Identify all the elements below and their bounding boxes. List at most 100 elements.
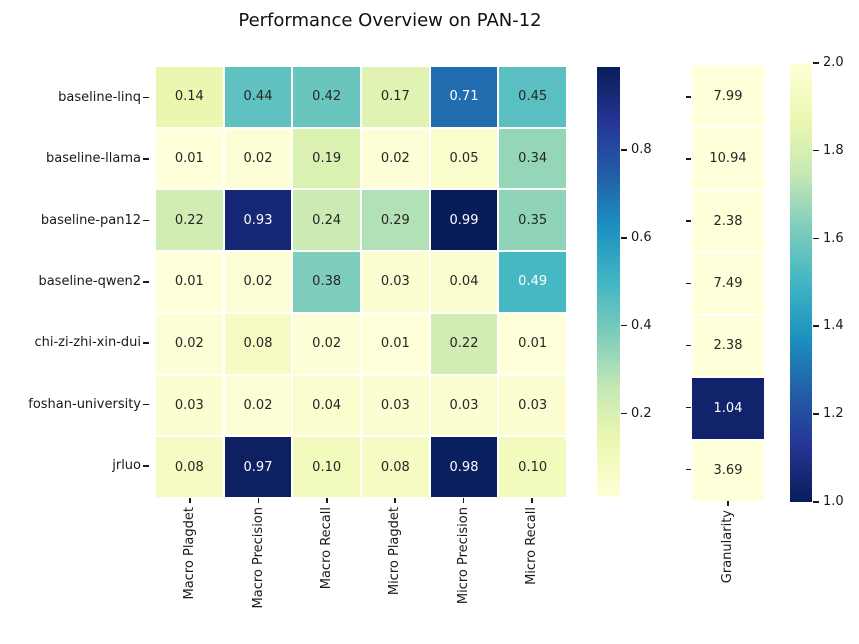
column-tick (189, 498, 191, 503)
column-label: Macro Plagdet (182, 507, 198, 600)
row-tick (143, 403, 149, 406)
heatmap-cell: 0.93 (224, 190, 292, 251)
heatmap-cell: 1.04 (692, 378, 764, 439)
column-label: Macro Recall (318, 507, 334, 590)
colorbar-tick (813, 237, 819, 240)
heatmap-cell: 0.02 (224, 128, 292, 189)
colorbar-tick-label: 0.2 (631, 405, 652, 421)
heatmap-cell: 0.34 (499, 128, 566, 189)
colorbar-tick-label: 2.0 (823, 55, 844, 70)
heatmap-cell: 0.38 (293, 252, 360, 312)
colorbar-tick-label: 1.2 (823, 406, 844, 422)
heatmap-cell: 7.99 (692, 66, 764, 127)
heatmap-cell: 0.01 (361, 313, 429, 374)
column-label: Macro Precision (250, 507, 266, 609)
column-tick (257, 498, 260, 503)
heatmap-cell: 0.22 (156, 190, 223, 251)
heatmap-cell: 0.35 (499, 190, 566, 251)
heatmap-cell: 0.08 (224, 313, 292, 374)
heatmap-cell: 0.03 (361, 252, 429, 312)
row-tick (143, 281, 149, 283)
heatmap-cell: 0.42 (293, 67, 360, 127)
heatmap-cell: 0.01 (156, 128, 223, 189)
column-label: Granularity (720, 510, 735, 584)
row-tick (686, 344, 691, 347)
heatmap-cell: 0.29 (361, 190, 429, 251)
colorbar-tick (621, 149, 627, 151)
row-label: baseline-pan12 (40, 212, 141, 228)
heatmap-cell: 0.14 (156, 67, 223, 127)
colorbar-tick-label: 1.0 (823, 494, 844, 509)
colorbar-tick-label: 0.4 (631, 317, 652, 333)
column-label: Micro Plagdet (387, 507, 403, 596)
heatmap-cell: 0.22 (430, 313, 498, 374)
heatmap-cell: 0.49 (499, 252, 566, 312)
heatmap-cell: 2.38 (692, 315, 764, 377)
row-label: foshan-university (28, 396, 141, 412)
colorbar-tick-label: 0.6 (631, 230, 652, 246)
heatmap-cell: 7.49 (692, 253, 764, 314)
colorbar-tick (621, 324, 627, 327)
heatmap-cell: 0.10 (293, 437, 360, 497)
heatmap-cell: 0.44 (224, 67, 292, 127)
heatmap-cell: 10.94 (692, 128, 764, 189)
column-tick (394, 498, 396, 503)
colorbar-tick (621, 237, 627, 239)
heatmap-cell: 0.02 (361, 128, 429, 189)
colorbar-tick-label: 0.8 (631, 142, 652, 158)
heatmap-cell: 0.04 (293, 375, 360, 436)
heatmap-cell: 0.03 (156, 375, 223, 436)
heatmap-cell: 0.71 (430, 67, 498, 127)
row-tick (143, 342, 149, 344)
heatmap-cell: 0.24 (293, 190, 360, 251)
heatmap-cell: 0.03 (361, 375, 429, 436)
heatmap-cell: 0.45 (499, 67, 566, 127)
metrics-grid: 0.14 0.44 0.42 0.17 0.71 0.45 0.01 0.02 0.19 0.02… (156, 67, 566, 497)
row-tick (143, 96, 149, 99)
row-tick (686, 406, 691, 409)
heatmap-cell: 0.97 (224, 437, 292, 497)
granularity-grid: 7.99 10.94 2.38 7.49 2.38 1.04 3.69 (692, 66, 764, 501)
heatmap-cell: 0.10 (499, 437, 566, 497)
heatmap-cell: 0.02 (293, 313, 360, 374)
heatmap-cell: 0.08 (361, 437, 429, 497)
metrics-colorbar-gradient (597, 67, 620, 497)
colorbar-tick (813, 149, 819, 152)
row-tick (143, 465, 149, 467)
column-tick (531, 498, 533, 503)
heatmap-cell: 0.01 (499, 313, 566, 374)
column-tick (727, 501, 729, 506)
heatmap-cell: 0.02 (224, 375, 292, 436)
heatmap-cell: 0.03 (430, 375, 498, 436)
colorbar-tick-label: 1.4 (823, 318, 844, 334)
row-label: baseline-llama (46, 151, 141, 167)
row-label: baseline-qwen2 (38, 274, 141, 289)
column-tick (462, 498, 465, 503)
heatmap-cell: 0.04 (430, 252, 498, 312)
heatmap-cell: 0.19 (293, 128, 360, 189)
chart-title: Performance Overview on PAN-12 (238, 10, 542, 31)
heatmap-cell: 0.02 (156, 313, 223, 374)
colorbar-tick (813, 325, 819, 327)
heatmap-cell: 0.01 (156, 252, 223, 312)
colorbar-tick-label: 1.8 (823, 142, 844, 158)
column-label: Micro Recall (523, 507, 539, 585)
heatmap-cell: 0.02 (224, 252, 292, 312)
heatmap-cell: 2.38 (692, 190, 764, 252)
column-tick (326, 498, 328, 503)
row-tick (143, 158, 149, 160)
row-tick (686, 468, 691, 471)
colorbar-tick (813, 413, 819, 415)
row-tick (143, 219, 149, 222)
row-label: jrluo (112, 458, 141, 474)
colorbar-tick (813, 501, 819, 503)
colorbar-tick-label: 1.6 (823, 230, 844, 246)
heatmap-cell: 0.99 (430, 190, 498, 251)
colorbar-tick (621, 412, 627, 415)
row-label: chi-zi-zhi-xin-dui (34, 335, 141, 351)
heatmap-cell: 0.03 (499, 375, 566, 436)
heatmap-cell: 0.05 (430, 128, 498, 189)
row-tick (686, 158, 691, 160)
column-label: Micro Precision (455, 507, 471, 605)
